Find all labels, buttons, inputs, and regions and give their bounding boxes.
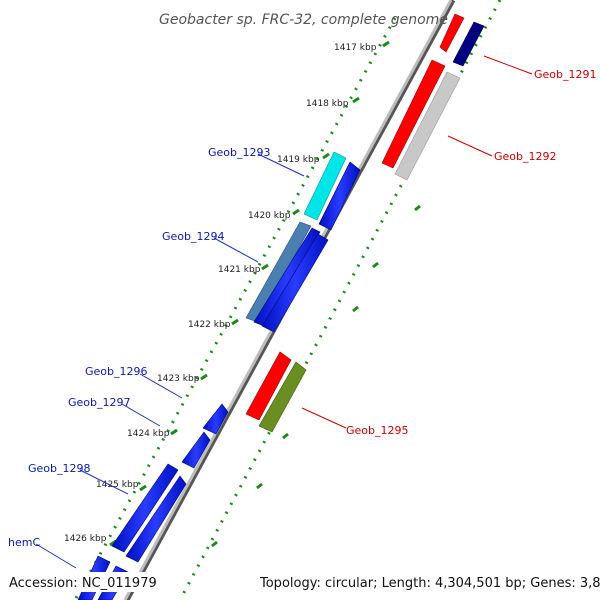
gene-label-geob-1293[interactable]: Geob_1293 [208, 146, 271, 159]
footer-accession-bg [6, 572, 146, 592]
gene-label-geob-1294[interactable]: Geob_1294 [162, 230, 225, 243]
outer-ticks [211, 204, 421, 548]
map-title: Geobacter sp. FRC-32, complete genome [159, 12, 448, 28]
gene-geob-1298-blue-a[interactable] [111, 463, 179, 553]
kbp-label: 1417 kbp [334, 43, 377, 53]
kbp-ticks [109, 40, 390, 547]
kbp-label: 1420 kbp [248, 211, 291, 221]
kbp-label: 1425 kbp [96, 480, 139, 490]
kbp-label: 1426 kbp [64, 534, 107, 544]
topology-text: Topology: circular; Length: 4,304,501 bp… [259, 576, 600, 591]
gene-geob-1298-blue-b[interactable] [125, 475, 187, 563]
kbp-label: 1422 kbp [188, 320, 231, 330]
inner-dotted-track [73, 17, 397, 600]
gene-geob-1295-olive[interactable] [258, 361, 307, 433]
kbp-label: 1423 kbp [157, 374, 200, 384]
gene-geob-1291-navy[interactable] [452, 21, 485, 67]
kbp-label: 1424 kbp [127, 429, 170, 439]
kbp-label: 1418 kbp [306, 99, 349, 109]
gene-label-geob-1296[interactable]: Geob_1296 [85, 365, 148, 378]
leader-lines-red [301, 55, 533, 429]
accession-text: Accession: NC_011979 [9, 576, 157, 591]
gene-label-geob-1298[interactable]: Geob_1298 [28, 462, 91, 475]
gene-geob-1294-blue-b[interactable] [261, 233, 329, 333]
gene-geob-1293-blue[interactable] [318, 161, 361, 231]
gene-label-geob-1297[interactable]: Geob_1297 [68, 396, 131, 409]
gene-geob-1293-cyan[interactable] [303, 151, 347, 221]
gene-label-geob-1295[interactable]: Geob_1295 [346, 424, 409, 437]
outer-dotted-track [178, 0, 502, 600]
kbp-label: 1419 kbp [277, 155, 320, 165]
gene-geob-1292-red[interactable] [381, 59, 446, 169]
leader-lines-blue [35, 153, 305, 569]
gene-geob-1296-blue[interactable] [202, 403, 229, 435]
gene-geob-1297-blue[interactable] [181, 431, 211, 469]
gene-label-geob-1292[interactable]: Geob_1292 [494, 150, 557, 163]
gene-geob-1291-red[interactable] [439, 13, 465, 53]
gene-geob-1292-gray[interactable] [394, 71, 461, 181]
gene-label-geob-1291[interactable]: Geob_1291 [534, 68, 597, 81]
kbp-label: 1421 kbp [218, 265, 261, 275]
gene-geob-1295-red[interactable] [245, 351, 292, 421]
footer-topology-bg [258, 572, 594, 592]
gene-geob-1294-blue-a[interactable] [253, 227, 321, 327]
gene-label-hemc[interactable]: hemC [8, 536, 40, 549]
